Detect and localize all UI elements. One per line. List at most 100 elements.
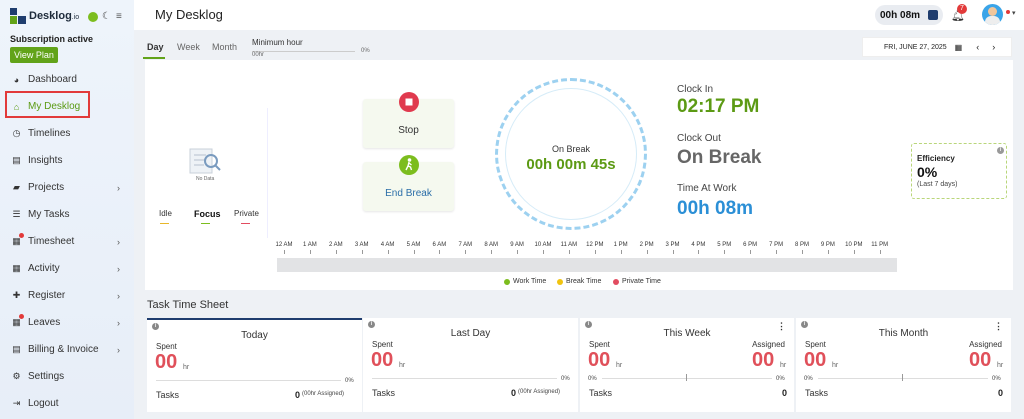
moon-icon[interactable]: ☾ <box>102 10 111 22</box>
sidebar-item-leaves[interactable]: ▦ Leaves › <box>0 309 134 336</box>
timeline-hour-label: 1 AM <box>303 242 317 248</box>
dial-inner <box>505 88 637 220</box>
tasks-value: 0 <box>782 388 788 398</box>
timeline-hour-label: 5 PM <box>717 242 732 248</box>
focus-label: Focus <box>194 209 221 219</box>
chevron-right-icon: › <box>117 263 120 274</box>
legend-break: Break Time <box>557 278 601 285</box>
stop-icon[interactable] <box>928 10 939 20</box>
header-timer[interactable]: 00h 08m <box>875 5 943 25</box>
private-dot-icon <box>613 278 619 285</box>
menu-icon[interactable]: ≡ <box>116 11 122 22</box>
chevron-right-icon: › <box>117 236 120 247</box>
assigned-note: (00hr Assigned) <box>302 391 345 397</box>
tab-week[interactable]: Week <box>177 42 200 52</box>
percent-right: 0% <box>776 376 785 382</box>
chevron-right-icon: › <box>117 182 120 193</box>
chevron-right-icon: › <box>117 290 120 301</box>
timeline-tick <box>594 250 596 254</box>
sidebar-item-timesheet[interactable]: ▦ Timesheet › <box>0 228 134 255</box>
time-at-work-label: Time At Work <box>677 183 737 194</box>
highlight-box <box>5 91 90 118</box>
dial-status: On Break <box>551 144 591 154</box>
clock-in-label: Clock In <box>677 84 714 95</box>
timeline-hour-label: 12 PM <box>586 242 604 248</box>
sidebar-item-projects[interactable]: ▰ Projects › <box>0 174 134 201</box>
progress-line <box>372 378 557 379</box>
this-week-card: i ⋮ This Week Spent Assigned 00 hr 00 hr… <box>580 318 794 412</box>
sidebar-item-dashboard[interactable]: ◕ Dashboard <box>0 66 134 93</box>
info-icon[interactable]: i <box>801 321 808 328</box>
book-icon: ▤ <box>12 155 21 165</box>
today-card: i Today Spent 00 hr 0% Tasks 0 (00hr Ass… <box>147 318 362 412</box>
info-icon[interactable]: i <box>585 321 592 328</box>
timeline-hour-label: 7 AM <box>458 242 473 248</box>
timeline-hour-label: 12 AM <box>275 242 293 248</box>
light-mode-toggle[interactable] <box>88 11 98 22</box>
tab-bar: Day Week Month Minimum hour 00hr 0% FRI,… <box>143 37 1013 59</box>
sidebar-item-billing[interactable]: ▤ Billing & Invoice › <box>12 344 120 355</box>
chevron-right-icon[interactable]: › <box>992 42 996 52</box>
card-title: Today <box>241 330 268 341</box>
sidebar-item-timelines[interactable]: ◷ Timelines <box>12 128 71 139</box>
info-icon[interactable]: i <box>997 147 1004 154</box>
more-icon[interactable]: ⋮ <box>777 321 786 331</box>
timeline-hour-label: 9 PM <box>820 242 835 248</box>
view-plan-button[interactable]: View Plan <box>10 47 58 63</box>
calendar-icon: ▦ <box>11 314 24 328</box>
timeline-tick <box>620 250 622 254</box>
timeline-hour-label: 6 PM <box>743 242 758 248</box>
min-hour-value: 00hr <box>252 52 265 58</box>
timeline-tick <box>568 250 570 254</box>
chevron-right-icon: › <box>117 317 120 328</box>
date-picker[interactable]: FRI, JUNE 27, 2025 ▦ ‹ › <box>862 37 1012 57</box>
timeline-tick <box>491 250 493 254</box>
gear-icon: ⚙ <box>12 371 21 381</box>
chevron-down-icon[interactable]: ▾ <box>1012 10 1016 17</box>
tab-day[interactable]: Day <box>147 42 164 52</box>
tasks-label: Tasks <box>156 390 180 400</box>
logo[interactable]: Desklog.io <box>10 8 79 24</box>
info-icon[interactable]: i <box>152 323 159 330</box>
sidebar-item-logout[interactable]: ⇥ Logout <box>12 398 59 409</box>
tasks-value: 0 <box>511 388 517 398</box>
tab-underline <box>143 57 165 59</box>
timeline-tick <box>776 250 778 254</box>
time-at-work-value: 00h 08m <box>677 198 754 219</box>
sidebar-item-activity[interactable]: ▦ Activity › <box>12 263 120 274</box>
more-icon[interactable]: ⋮ <box>994 321 1003 331</box>
stop-card[interactable]: Stop <box>363 92 454 148</box>
percent-right: 0% <box>992 376 1001 382</box>
subscription-status: Subscription active <box>10 34 94 44</box>
progress-line <box>156 380 341 381</box>
timeline-tick <box>309 250 311 254</box>
break-dot-icon <box>557 278 563 285</box>
efficiency-value: 0% <box>917 164 938 180</box>
end-break-card[interactable]: End Break <box>363 155 454 211</box>
timeline-hour-label: 1 PM <box>613 242 628 248</box>
folder-icon: ▰ <box>13 182 20 192</box>
percent-label: 0% <box>345 378 354 384</box>
progress-midpoint <box>902 374 903 381</box>
sidebar-item-insights[interactable]: ▤ Insights <box>12 155 63 166</box>
percent-left: 0% <box>804 376 813 382</box>
sidebar-item-settings[interactable]: ⚙ Settings <box>12 371 65 382</box>
timeline-tick <box>413 250 415 254</box>
chevron-left-icon[interactable]: ‹ <box>976 42 980 52</box>
sidebar-item-my-desklog[interactable]: ⌂ My Desklog <box>0 93 134 120</box>
min-hour-percent: 0% <box>361 48 370 54</box>
tab-month[interactable]: Month <box>212 42 238 52</box>
progress-midpoint <box>686 374 687 381</box>
sidebar-item-my-tasks[interactable]: ☰ My Tasks <box>12 209 70 220</box>
avatar[interactable] <box>982 4 1003 25</box>
spent-value: 00 <box>371 349 394 371</box>
timeline-hour-label: 2 AM <box>328 242 343 248</box>
percent-label: 0% <box>561 376 570 382</box>
timeline-tick <box>335 250 337 254</box>
timeline-hour-label: 11 PM <box>871 242 889 248</box>
unit-label: hr <box>616 362 623 369</box>
calendar-icon[interactable]: ▦ <box>954 42 963 52</box>
legend-work: Work Time <box>504 278 546 285</box>
sidebar-item-register[interactable]: ✚ Register › <box>12 290 120 301</box>
info-icon[interactable]: i <box>368 321 375 328</box>
